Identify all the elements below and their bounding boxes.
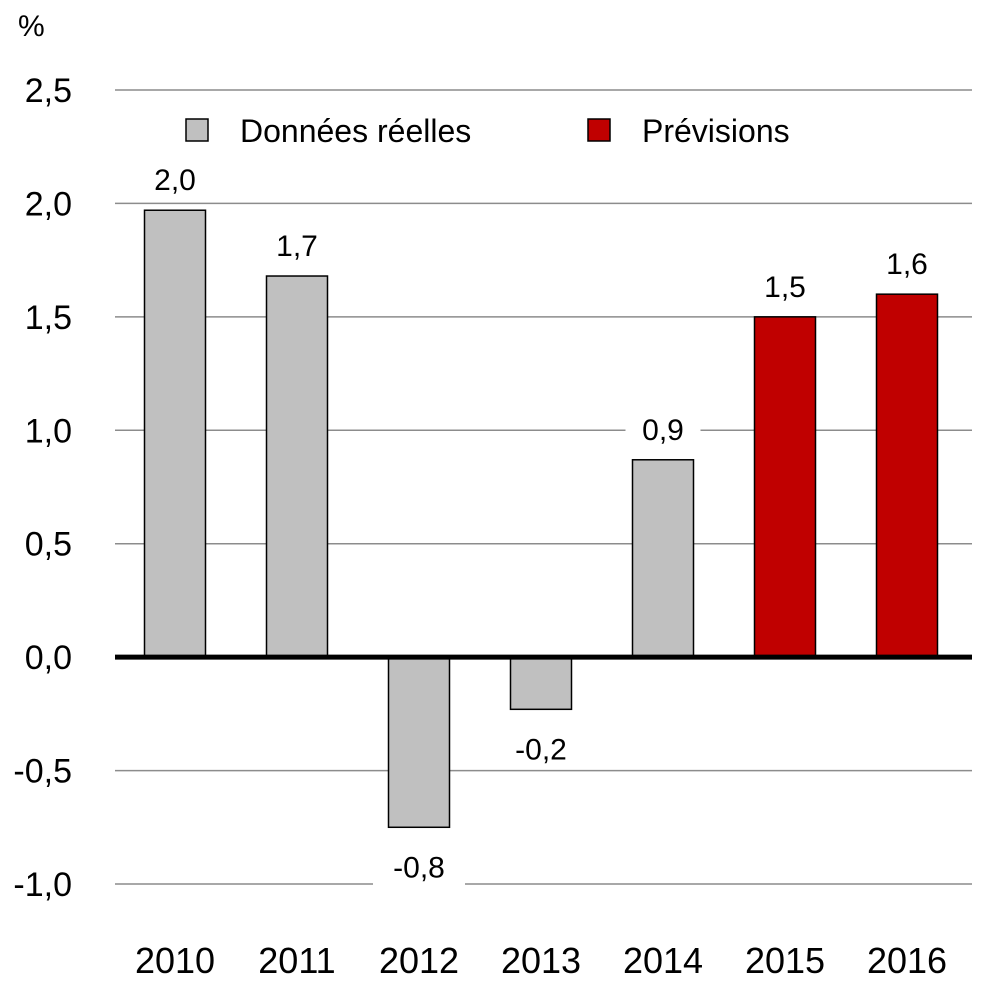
bar-label-background (625, 409, 701, 450)
bar-label-background (747, 266, 823, 307)
bar-label-background (495, 729, 587, 770)
legend-label-actual: Données réelles (240, 113, 471, 149)
category-label-2012: 2012 (379, 940, 459, 981)
legend-swatch-forecast (587, 118, 611, 142)
bar-label-2012: -0,8 (393, 851, 445, 884)
y-tick-label: 0,0 (25, 639, 72, 677)
bar-label-2016: 1,6 (886, 248, 928, 281)
legend: Données réelles Prévisions (185, 113, 790, 149)
bar-2010 (143, 209, 207, 658)
bar-2012 (387, 656, 451, 829)
bar-label-2014: 0,9 (642, 414, 684, 447)
bar-label-background (373, 847, 465, 888)
bar-labels: 2,0 1,7 -0,8 -0,2 0,9 1,5 1,6 (137, 160, 945, 888)
category-label-2015: 2015 (745, 940, 825, 981)
category-label-2013: 2013 (501, 940, 581, 981)
bar-label-2013: -0,2 (515, 733, 567, 766)
y-tick-label: 2,5 (25, 72, 72, 110)
y-tick-label: -1,0 (13, 866, 72, 904)
y-tick-labels: 2,5 2,0 1,5 1,0 0,5 0,0 -0,5 -1,0 (13, 72, 72, 904)
gridlines (115, 89, 972, 885)
legend-label-forecast: Prévisions (642, 113, 790, 149)
legend-swatch-actual (185, 118, 209, 142)
bar-2014 (631, 459, 695, 658)
bars (115, 209, 972, 829)
bar-label-background (869, 244, 945, 285)
y-tick-label: 1,5 (25, 299, 72, 337)
bar-label-2015: 1,5 (764, 271, 806, 304)
y-tick-label: 1,0 (25, 412, 72, 450)
bar-label-2010: 2,0 (154, 164, 196, 197)
bar-label-2011: 1,7 (276, 230, 318, 263)
category-label-2014: 2014 (623, 940, 703, 981)
y-unit-label: % (18, 10, 45, 43)
y-tick-label: 0,5 (25, 526, 72, 564)
bar-label-background (137, 160, 213, 201)
y-tick-label: 2,0 (25, 185, 72, 223)
y-tick-label: -0,5 (13, 753, 72, 791)
bar-2015 (753, 316, 817, 658)
bar-label-background (259, 226, 335, 267)
bar-2016 (875, 293, 939, 658)
bar-2011 (265, 275, 329, 658)
bar-2013 (509, 656, 573, 711)
category-label-2011: 2011 (258, 940, 335, 981)
category-label-2010: 2010 (135, 940, 215, 981)
category-label-2016: 2016 (867, 940, 947, 981)
category-labels: 2010 2011 2012 2013 2014 2015 2016 (135, 940, 947, 981)
